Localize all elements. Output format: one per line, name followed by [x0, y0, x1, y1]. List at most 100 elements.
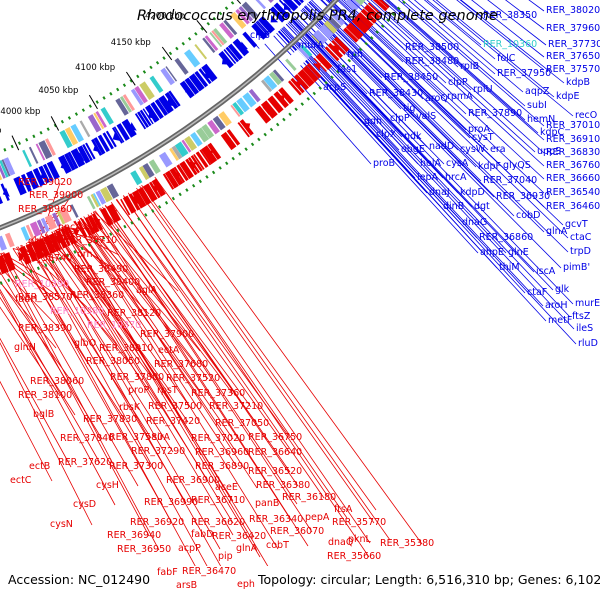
gene-label-proa[interactable]: proA — [468, 124, 491, 135]
gene-label-clpp[interactable]: clpP — [448, 77, 468, 88]
gene-label-rer-36470[interactable]: RER_36470 — [182, 566, 236, 577]
gene-label-rer-37500[interactable]: RER_37500 — [148, 401, 202, 412]
gene-label-rer-10390[interactable]: RER_10390 — [15, 279, 69, 290]
gene-label-era[interactable]: era — [490, 144, 506, 155]
gene-label-glyqs[interactable]: glyQS — [503, 160, 531, 171]
gene-label-tig[interactable]: tig — [403, 103, 415, 114]
gene-label-glne[interactable]: glnE — [508, 247, 529, 258]
gene-label-rer-10360[interactable]: RER_10360 — [483, 39, 537, 50]
gene-label-rer-37290[interactable]: RER_37290 — [131, 446, 185, 457]
gene-label-rer-36960[interactable]: RER_36960 — [195, 447, 249, 458]
gene-label-rer-36890[interactable]: RER_36890 — [195, 461, 249, 472]
gene-label-upps[interactable]: uppS — [537, 146, 561, 157]
gene-label-rer-36950[interactable]: RER_36950 — [117, 544, 171, 555]
gene-label-cobd[interactable]: cobD — [516, 210, 540, 221]
gene-label-rer-38100[interactable]: RER_38100 — [18, 390, 72, 401]
gene-label-rer-37020[interactable]: RER_37020 — [191, 433, 245, 444]
gene-label-cysa[interactable]: cysA — [446, 158, 469, 169]
gene-label-orn[interactable]: orn — [77, 249, 93, 260]
gene-label-metf[interactable]: metF — [548, 315, 572, 326]
gene-label-rer-37830[interactable]: RER_37830 — [83, 414, 137, 425]
gene-label-dnaq[interactable]: dnaQ — [328, 537, 353, 548]
gene-label-rer-39020[interactable]: RER_39020 — [18, 177, 72, 188]
gene-label-fabf[interactable]: fabF — [157, 567, 178, 578]
gene-label-ftsa[interactable]: ftsA — [334, 504, 353, 515]
gene-label-rer-38350[interactable]: RER_38350 — [483, 10, 537, 21]
gene-label-pip[interactable]: pip — [218, 551, 233, 562]
gene-label-rer-38450[interactable]: RER_38450 — [384, 72, 438, 83]
gene-label-panb[interactable]: panB — [255, 498, 279, 509]
gene-label-bglb[interactable]: bglB — [33, 409, 54, 420]
gene-label-rer-35770[interactable]: RER_35770 — [332, 517, 386, 528]
gene-label-clpx[interactable]: clpX — [376, 129, 397, 140]
gene-label-rer-38360[interactable]: RER_38360 — [70, 290, 124, 301]
gene-label-rer-36940[interactable]: RER_36940 — [107, 530, 161, 541]
gene-label-hola[interactable]: holA — [420, 158, 441, 169]
gene-label-fadh[interactable]: fadH — [15, 294, 37, 305]
gene-label-kdpd[interactable]: kdpD — [460, 187, 485, 198]
gene-label-iles[interactable]: ileS — [576, 323, 593, 334]
gene-label-rer-36710[interactable]: RER_36710 — [191, 495, 245, 506]
gene-label-rlud[interactable]: rluD — [578, 338, 598, 349]
gene-label-rer-38500[interactable]: RER_38500 — [405, 42, 459, 53]
gene-label-rer-38740[interactable]: RER_38740 — [18, 253, 72, 264]
gene-label-hemn[interactable]: hemN — [527, 114, 555, 125]
gene-label-rer-36340[interactable]: RER_36340 — [249, 514, 303, 525]
gene-label-rer-35660[interactable]: RER_35660 — [327, 551, 381, 562]
gene-label-mure[interactable]: murE — [575, 298, 600, 309]
gene-label-rer-37210[interactable]: RER_37210 — [209, 401, 263, 412]
gene-label-prop[interactable]: proP — [128, 385, 150, 396]
gene-label-rer-36420[interactable]: RER_36420 — [212, 531, 266, 542]
gene-label-kdpc[interactable]: kdpC — [540, 127, 565, 138]
gene-label-rer-38120[interactable]: RER_38120 — [107, 308, 161, 319]
gene-label-gdh[interactable]: gdh — [364, 116, 382, 127]
gene-label-kdpb[interactable]: kdpB — [566, 77, 590, 88]
gene-label-rer-36380[interactable]: RER_36380 — [256, 480, 310, 491]
gene-label-rer-37680[interactable]: RER_37680 — [154, 359, 208, 370]
gene-label-rer-36750[interactable]: RER_36750 — [248, 432, 302, 443]
gene-label-rer-36540[interactable]: RER_36540 — [546, 187, 600, 198]
gene-label-fas1[interactable]: fas1 — [337, 64, 357, 75]
gene-label-ahpe[interactable]: ahpE — [480, 247, 504, 258]
gene-label-glk[interactable]: glk — [555, 284, 570, 295]
gene-label-rer-36640[interactable]: RER_36640 — [248, 447, 302, 458]
gene-label-rer-38390[interactable]: RER_38390 — [18, 323, 72, 334]
gene-label-aroq[interactable]: aroQ — [425, 93, 448, 104]
gene-label-rer-36520[interactable]: RER_36520 — [248, 466, 302, 477]
gene-label-rer-36830[interactable]: RER_36830 — [546, 147, 600, 158]
gene-label-gcvt[interactable]: gcvT — [565, 219, 588, 230]
gene-label-cobt[interactable]: cobT — [266, 540, 289, 551]
gene-label-rph[interactable]: rph — [347, 49, 363, 60]
gene-label-pimb-[interactable]: pimB' — [563, 262, 590, 273]
gene-label-rer-10370[interactable]: RER_10370 — [87, 320, 141, 331]
gene-label-rer-36930[interactable]: RER_36930 — [496, 191, 550, 202]
gene-label-rer-37900[interactable]: RER_37900 — [140, 329, 194, 340]
gene-label-ctac[interactable]: ctaC — [570, 232, 592, 243]
gene-label-rer-36180[interactable]: RER_36180 — [282, 492, 336, 503]
gene-label-sira[interactable]: sirA — [152, 432, 170, 443]
gene-label-rer-36760[interactable]: RER_36760 — [546, 160, 600, 171]
gene-label-rer-36860[interactable]: RER_36860 — [479, 232, 533, 243]
gene-label-aroh[interactable]: aroH — [545, 300, 567, 311]
gene-label-kdpf[interactable]: kdpF — [478, 161, 501, 172]
gene-label-rer-37650[interactable]: RER_37650 — [546, 51, 600, 62]
gene-label-glge[interactable]: glgE — [28, 236, 49, 247]
gene-label-rer-38710[interactable]: RER_38710 — [63, 235, 117, 246]
gene-label-cysh[interactable]: cysH — [96, 480, 119, 491]
gene-label-cysw[interactable]: cysW — [460, 144, 486, 155]
gene-label-rer-10380[interactable]: RER_10380 — [50, 306, 104, 317]
gene-label-acps[interactable]: acpS — [323, 82, 346, 93]
gene-label-rer-37360[interactable]: RER_37360 — [191, 388, 245, 399]
gene-label-rbsk[interactable]: rbsK — [119, 402, 141, 413]
gene-label-rer-37420[interactable]: RER_37420 — [146, 416, 200, 427]
gene-label-rer-37570[interactable]: RER_37570 — [546, 64, 600, 75]
gene-label-rer-38480[interactable]: RER_38480 — [405, 56, 459, 67]
gene-label-isca[interactable]: iscA — [536, 266, 556, 277]
gene-label-reco[interactable]: recO — [575, 110, 597, 121]
gene-label-ecta[interactable]: ectA — [158, 345, 180, 356]
gene-label-subi[interactable]: subI — [527, 100, 547, 111]
gene-label-lepa[interactable]: lepA — [417, 172, 439, 183]
gene-label-clpp[interactable]: clpP — [390, 113, 410, 124]
gene-label-rer-36990[interactable]: RER_36990 — [144, 497, 198, 508]
gene-label-rer-37040[interactable]: RER_37040 — [483, 175, 537, 186]
